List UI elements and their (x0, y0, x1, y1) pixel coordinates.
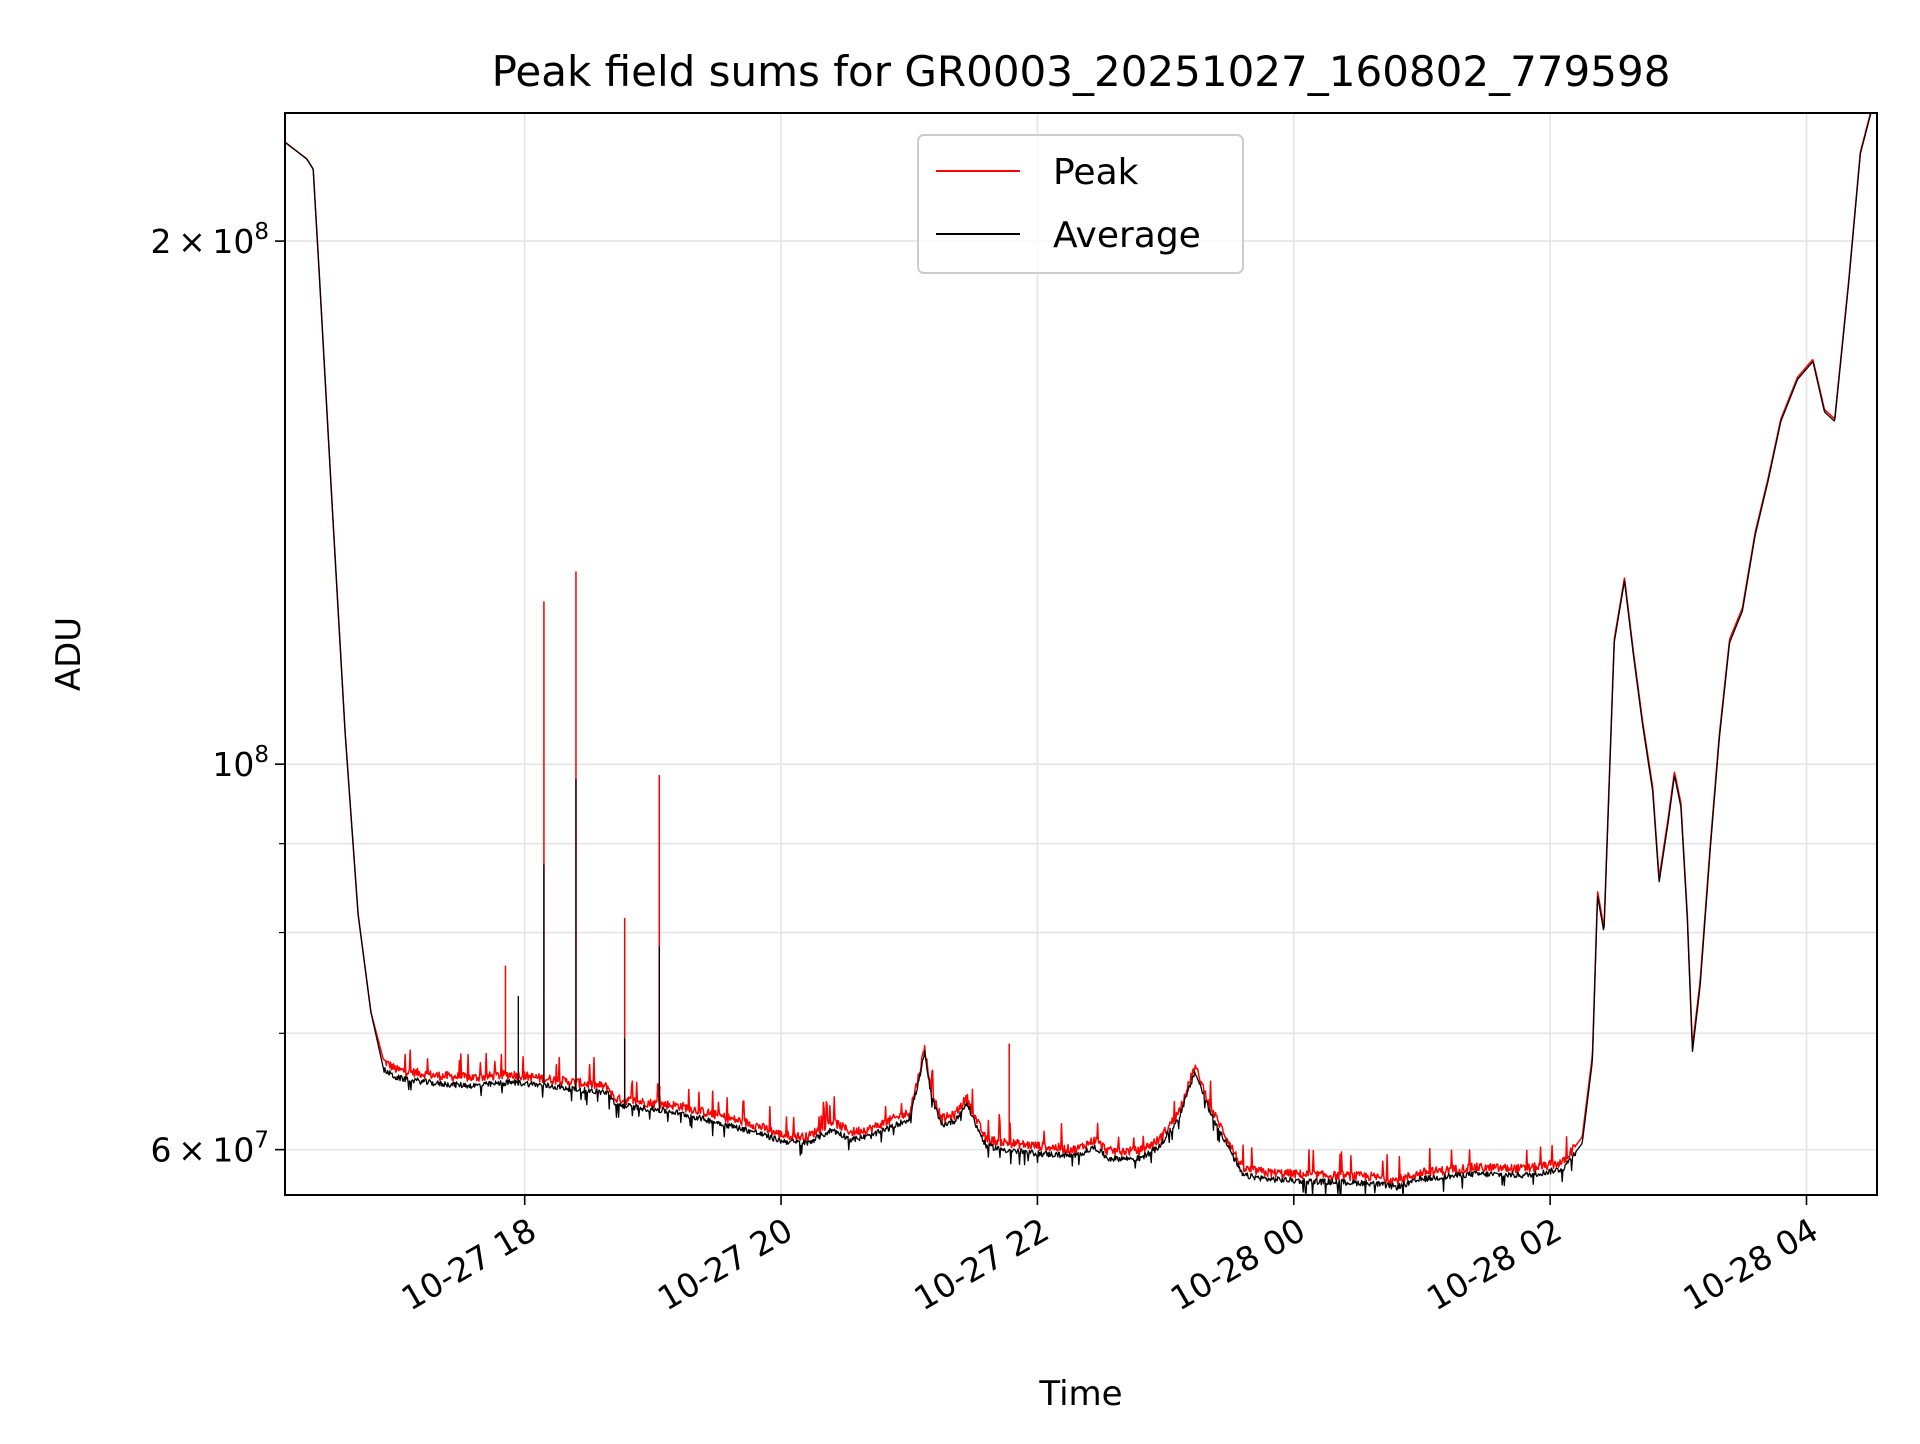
chart-title: Peak field sums for GR0003_20251027_1608… (492, 47, 1671, 96)
x-axis-label: Time (1038, 1374, 1122, 1414)
y-tick-label-0: 6 × 107 (151, 1128, 269, 1170)
series-layer (285, 113, 1872, 1195)
legend-box (917, 134, 1244, 274)
series-line-average (285, 113, 1872, 1195)
y-tick-label-1: 108 (212, 742, 269, 784)
y-tick-label-2: 2 × 108 (151, 219, 269, 261)
legend-label-peak: Peak (1053, 152, 1139, 193)
legend: Peak Average (917, 134, 1244, 274)
y-axis-label: ADU (49, 617, 89, 691)
grid-layer (285, 113, 1877, 1195)
plot-frame (284, 112, 1878, 1196)
legend-label-average: Average (1053, 215, 1201, 256)
